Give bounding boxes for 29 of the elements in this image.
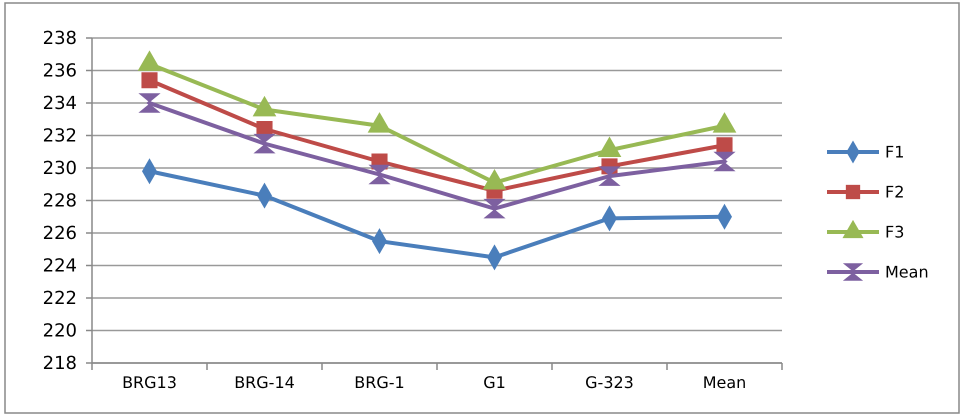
- legend-label: F3: [885, 222, 904, 242]
- y-tick-label: 238: [42, 28, 77, 49]
- y-tick-label: 228: [42, 190, 77, 212]
- x-tick-label: BRG13: [122, 373, 177, 392]
- x-tick-label: G-323: [585, 373, 634, 392]
- legend-label: F2: [885, 182, 904, 202]
- legend-label: F1: [885, 142, 904, 162]
- point: [714, 152, 734, 172]
- y-tick-label: 230: [42, 158, 77, 179]
- point: [600, 166, 620, 186]
- y-tick-label: 224: [42, 255, 77, 276]
- point: [370, 164, 390, 184]
- y-tick-label: 226: [42, 222, 77, 244]
- point: [484, 198, 504, 218]
- x-tick-label: BRG-1: [354, 373, 405, 392]
- y-tick-label: 218: [42, 352, 77, 374]
- x-tick-label: Mean: [702, 373, 746, 392]
- point: [716, 137, 733, 154]
- y-tick-label: 234: [42, 92, 77, 114]
- y-tick-label: 232: [42, 125, 77, 146]
- x-tick-label: BRG-14: [234, 373, 295, 392]
- y-tick-label: 222: [42, 288, 77, 309]
- point: [141, 72, 158, 88]
- x-tick-label: G1: [483, 373, 506, 392]
- legend-label: Mean: [885, 262, 929, 282]
- point: [140, 93, 160, 113]
- y-tick-label: 220: [42, 320, 77, 342]
- y-tick-label: 236: [42, 60, 77, 82]
- point: [254, 134, 274, 154]
